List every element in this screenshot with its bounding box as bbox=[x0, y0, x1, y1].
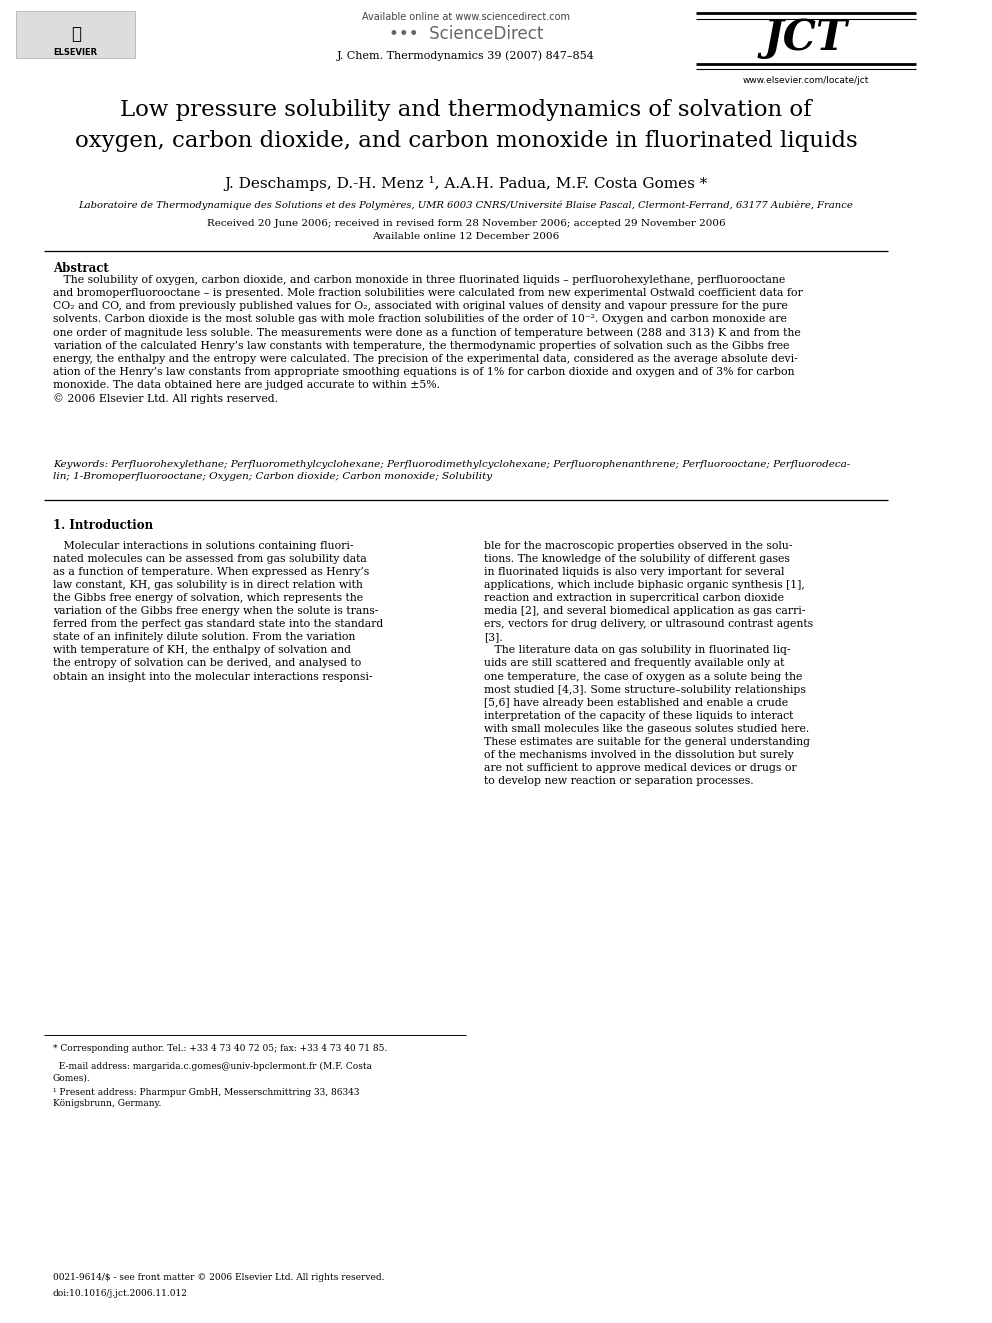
Text: ELSEVIER: ELSEVIER bbox=[54, 49, 98, 57]
Text: Abstract: Abstract bbox=[53, 262, 108, 275]
Text: J. Deschamps, D.-H. Menz ¹, A.A.H. Padua, M.F. Costa Gomes *: J. Deschamps, D.-H. Menz ¹, A.A.H. Padua… bbox=[224, 176, 707, 192]
Text: Molecular interactions in solutions containing fluori-
nated molecules can be as: Molecular interactions in solutions cont… bbox=[53, 541, 383, 681]
Text: ble for the macroscopic properties observed in the solu-
tions. The knowledge of: ble for the macroscopic properties obser… bbox=[484, 541, 813, 786]
Text: E-mail address: margarida.c.gomes@univ-bpclermont.fr (M.F. Costa
Gomes).: E-mail address: margarida.c.gomes@univ-b… bbox=[53, 1062, 372, 1082]
Text: doi:10.1016/j.jct.2006.11.012: doi:10.1016/j.jct.2006.11.012 bbox=[53, 1289, 187, 1298]
Text: Keywords: Perfluorohexylethane; Perfluoromethylcyclohexane; Perfluorodimethylcyc: Keywords: Perfluorohexylethane; Perfluor… bbox=[53, 460, 850, 480]
Text: Low pressure solubility and thermodynamics of solvation of
oxygen, carbon dioxid: Low pressure solubility and thermodynami… bbox=[74, 99, 857, 152]
Text: ¹ Present address: Pharmpur GmbH, Messerschmittring 33, 86343
Königsbrunn, Germa: ¹ Present address: Pharmpur GmbH, Messer… bbox=[53, 1088, 359, 1107]
Text: J. Chem. Thermodynamics 39 (2007) 847–854: J. Chem. Thermodynamics 39 (2007) 847–85… bbox=[337, 50, 595, 61]
Text: 🌲: 🌲 bbox=[70, 25, 80, 44]
Text: * Corresponding author. Tel.: +33 4 73 40 72 05; fax: +33 4 73 40 71 85.: * Corresponding author. Tel.: +33 4 73 4… bbox=[53, 1044, 387, 1053]
Text: JCT: JCT bbox=[764, 17, 848, 60]
Text: 0021-9614/$ - see front matter © 2006 Elsevier Ltd. All rights reserved.: 0021-9614/$ - see front matter © 2006 El… bbox=[53, 1273, 384, 1282]
Text: 1. Introduction: 1. Introduction bbox=[53, 519, 153, 532]
FancyBboxPatch shape bbox=[16, 11, 136, 58]
Text: Available online 12 December 2006: Available online 12 December 2006 bbox=[372, 233, 559, 241]
Text: Received 20 June 2006; received in revised form 28 November 2006; accepted 29 No: Received 20 June 2006; received in revis… bbox=[206, 220, 725, 228]
Text: Available online at www.sciencedirect.com: Available online at www.sciencedirect.co… bbox=[362, 12, 570, 22]
Text: www.elsevier.com/locate/jct: www.elsevier.com/locate/jct bbox=[743, 77, 869, 85]
Text: •••  ScienceDirect: ••• ScienceDirect bbox=[389, 25, 544, 44]
Text: Laboratoire de Thermodynamique des Solutions et des Polymères, UMR 6003 CNRS/Uni: Laboratoire de Thermodynamique des Solut… bbox=[78, 200, 853, 210]
Text: The solubility of oxygen, carbon dioxide, and carbon monoxide in three fluorinat: The solubility of oxygen, carbon dioxide… bbox=[53, 275, 803, 405]
